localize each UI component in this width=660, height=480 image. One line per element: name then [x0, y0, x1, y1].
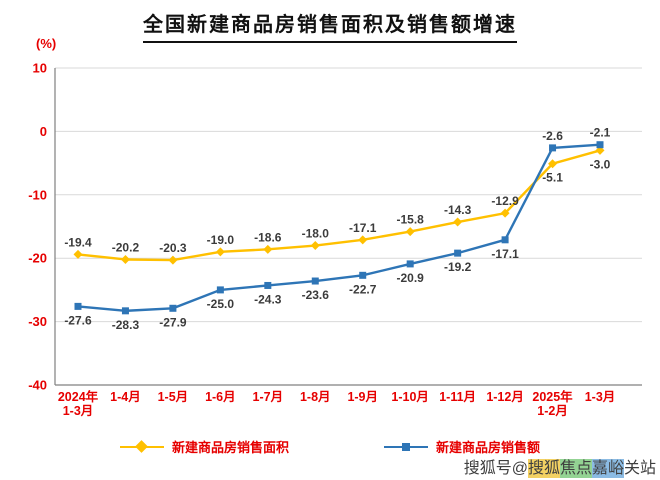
- data-label: -2.6: [542, 129, 563, 143]
- data-label: -17.1: [349, 221, 377, 235]
- data-label: -27.9: [159, 315, 187, 329]
- data-point-marker: [359, 271, 367, 279]
- data-label: -25.0: [207, 297, 235, 311]
- x-tick-label: 1-4月: [110, 390, 141, 404]
- watermark-segment: 搜狐: [527, 459, 560, 478]
- legend-marker-square-icon: [384, 441, 428, 452]
- data-label: -17.1: [491, 247, 519, 261]
- watermark-segment: 焦点: [559, 459, 592, 478]
- data-point-marker: [549, 144, 557, 152]
- data-point-marker: [500, 208, 510, 218]
- x-tick-label: 1-8月: [300, 390, 331, 404]
- data-label: -19.2: [444, 260, 472, 274]
- data-label: -14.3: [444, 203, 472, 217]
- data-point-marker: [121, 307, 129, 315]
- data-label: -12.9: [491, 194, 519, 208]
- data-label: -20.9: [397, 271, 425, 285]
- data-point-marker: [215, 247, 225, 257]
- data-point-marker: [405, 227, 415, 237]
- data-label: -27.6: [64, 313, 92, 327]
- data-point-marker: [263, 244, 273, 254]
- legend-item-sales-area: 新建商品房销售面积: [119, 437, 289, 456]
- watermark-segment: 嘉峪: [591, 459, 624, 478]
- y-tick-label: -40: [28, 378, 47, 393]
- x-tick-label: 1-9月: [347, 390, 378, 404]
- data-label: -20.3: [159, 241, 187, 255]
- data-label: -23.6: [302, 288, 330, 302]
- chart-legend: 新建商品房销售面积 新建商品房销售额: [0, 437, 660, 456]
- data-label: -19.0: [207, 233, 235, 247]
- data-label: -24.3: [254, 292, 282, 306]
- legend-marker-diamond-icon: [119, 441, 164, 452]
- x-tick-label: 1-6月: [205, 390, 236, 404]
- x-tick-label: 1-11月: [439, 390, 476, 404]
- data-point-marker: [406, 260, 414, 268]
- data-label: -15.8: [397, 213, 425, 227]
- data-point-marker: [74, 302, 82, 310]
- data-point-marker: [168, 255, 178, 265]
- data-label: -22.7: [349, 282, 377, 296]
- y-tick-label: 0: [40, 124, 47, 139]
- data-label: -18.0: [302, 227, 330, 241]
- chart-title-row: 全国新建商品房销售面积及销售额增速: [0, 8, 660, 43]
- data-point-marker: [264, 281, 272, 289]
- data-point-marker: [453, 217, 463, 227]
- data-point-marker: [548, 159, 558, 169]
- data-point-marker: [73, 249, 83, 259]
- x-tick-label: 1-3月: [585, 390, 616, 404]
- data-point-marker: [358, 235, 368, 245]
- data-point-marker: [454, 249, 462, 257]
- x-tick-label: 1-5月: [158, 390, 189, 404]
- data-label: -5.1: [542, 171, 563, 185]
- watermark: 搜狐号@搜狐焦点嘉峪关站: [464, 454, 656, 478]
- y-tick-label: -30: [28, 314, 47, 329]
- y-tick-label: 10: [33, 61, 47, 76]
- x-tick-label: 1-12月: [486, 390, 524, 404]
- watermark-segment: 关站: [623, 460, 656, 477]
- x-tick-label: 1-10月: [391, 390, 429, 404]
- data-label: -3.0: [590, 157, 611, 171]
- legend-item-sales-amount: 新建商品房销售额: [384, 437, 540, 456]
- y-tick-label: -10: [28, 187, 47, 202]
- data-label: -2.1: [590, 126, 611, 140]
- data-point-marker: [501, 236, 509, 244]
- data-label: -28.3: [112, 318, 140, 332]
- data-point-marker: [120, 254, 130, 264]
- y-tick-label: -20: [28, 251, 47, 266]
- legend-label-sales-area: 新建商品房销售面积: [171, 440, 289, 455]
- legend-label-sales-amount: 新建商品房销售额: [436, 440, 541, 455]
- x-tick-label: 2024年 1-3月: [58, 389, 99, 418]
- series-line: [77, 149, 601, 262]
- watermark-segment: 搜狐号@: [463, 460, 528, 477]
- y-axis-unit-label: (%): [36, 36, 57, 51]
- data-point-marker: [596, 141, 604, 149]
- data-point-marker: [169, 304, 177, 312]
- x-tick-label: 1-7月: [253, 390, 284, 404]
- chart-title: 全国新建商品房销售面积及销售额增速: [143, 8, 517, 43]
- data-point-marker: [310, 241, 320, 251]
- data-label: -18.6: [254, 230, 282, 244]
- data-label: -20.2: [112, 240, 140, 254]
- data-point-marker: [311, 277, 319, 285]
- data-label: -19.4: [64, 235, 92, 249]
- series-line: [77, 143, 601, 313]
- x-tick-label: 2025年 1-2月: [532, 389, 573, 418]
- data-point-marker: [216, 286, 224, 294]
